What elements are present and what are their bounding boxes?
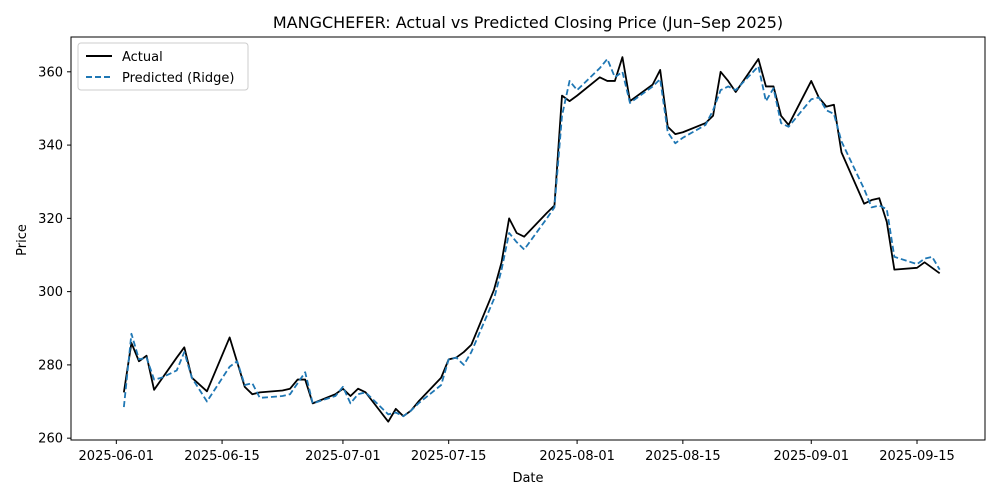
x-axis: 2025-06-01 2025-06-15 2025-07-01 2025-07-15… — [79, 440, 955, 464]
series-layer — [122, 56, 941, 423]
y-axis-label: Price — [15, 224, 30, 256]
x-tick-label: 2025-06-15 — [184, 449, 260, 464]
x-tick-label: 2025-08-15 — [645, 449, 721, 464]
series-line-predicted — [122, 58, 941, 418]
x-tick-label: 2025-08-01 — [539, 449, 615, 464]
x-tick-label: 2025-07-01 — [305, 449, 381, 464]
legend: Actual Predicted (Ridge) — [77, 42, 249, 91]
plot-area — [70, 36, 986, 441]
y-axis: 260 280 300 320 340 360 — [38, 65, 71, 447]
y-tick-label: 340 — [38, 139, 63, 154]
legend-actual-label: Actual — [122, 50, 163, 65]
legend-predicted-label: Predicted (Ridge) — [122, 71, 234, 86]
x-axis-label: Date — [512, 471, 543, 486]
x-tick-label: 2025-06-01 — [79, 449, 155, 464]
series-line-actual — [122, 56, 941, 423]
y-tick-label: 320 — [38, 212, 63, 227]
y-tick-label: 260 — [38, 432, 63, 447]
chart-title: MANGCHEFER: Actual vs Predicted Closing … — [273, 13, 783, 32]
y-tick-label: 300 — [38, 285, 63, 300]
x-tick-label: 2025-09-01 — [773, 449, 849, 464]
y-tick-label: 360 — [38, 65, 63, 80]
legend-box — [77, 42, 249, 91]
plot-frame — [70, 36, 986, 441]
y-tick-label: 280 — [38, 358, 63, 373]
x-tick-label: 2025-09-15 — [879, 449, 955, 464]
x-tick-label: 2025-07-15 — [411, 449, 487, 464]
